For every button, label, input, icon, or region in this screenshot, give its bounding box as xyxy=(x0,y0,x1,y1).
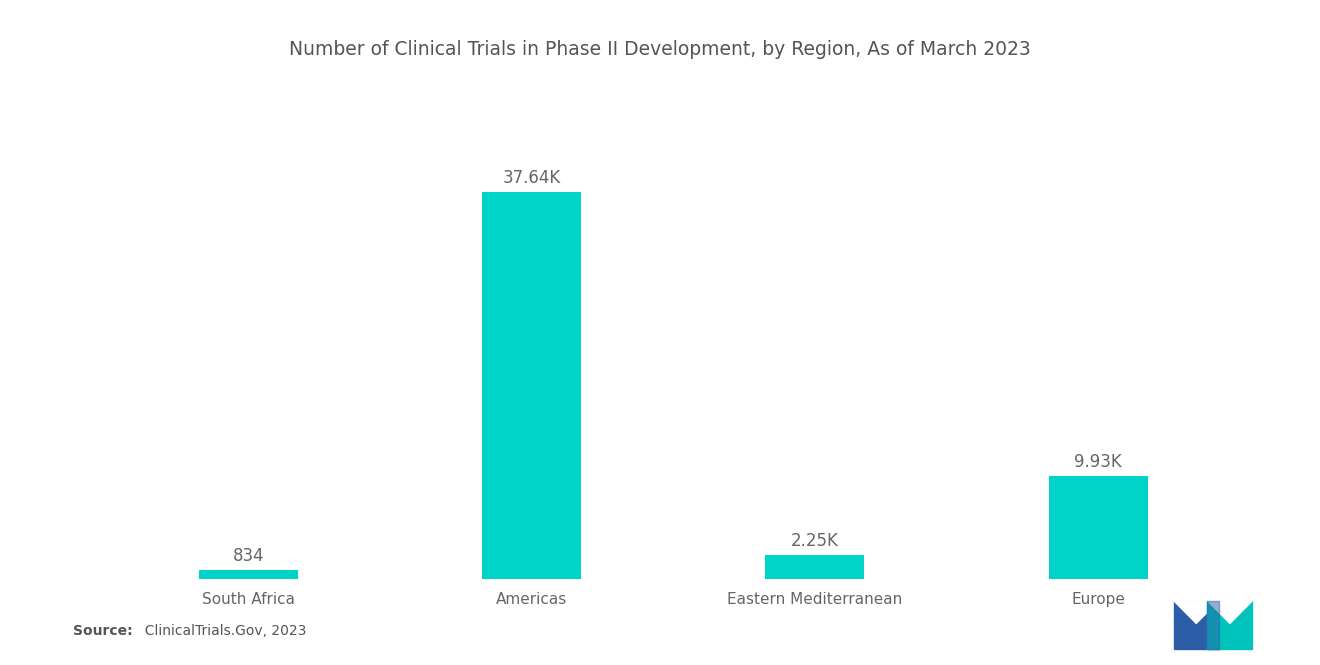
Text: 834: 834 xyxy=(232,547,264,565)
Polygon shape xyxy=(1208,601,1253,649)
Text: Number of Clinical Trials in Phase II Development, by Region, As of March 2023: Number of Clinical Trials in Phase II De… xyxy=(289,40,1031,59)
Polygon shape xyxy=(1173,601,1218,624)
Polygon shape xyxy=(1208,601,1253,624)
Bar xyxy=(482,192,581,579)
Bar xyxy=(766,555,865,579)
Text: 37.64K: 37.64K xyxy=(503,168,561,187)
Polygon shape xyxy=(1173,601,1218,649)
Bar xyxy=(1048,477,1148,579)
Text: 9.93K: 9.93K xyxy=(1074,454,1122,471)
Text: ClinicalTrials.Gov, 2023: ClinicalTrials.Gov, 2023 xyxy=(136,624,306,638)
Text: 2.25K: 2.25K xyxy=(791,532,838,551)
Bar xyxy=(198,570,298,579)
Text: Source:: Source: xyxy=(73,624,132,638)
Polygon shape xyxy=(1208,601,1218,649)
